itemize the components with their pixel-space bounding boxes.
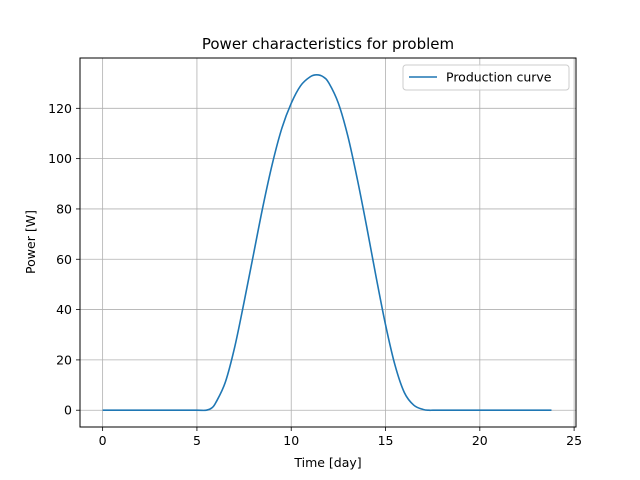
y-tick-label: 120 bbox=[48, 101, 72, 116]
y-tick-label: 40 bbox=[56, 302, 72, 317]
x-tick-label: 15 bbox=[378, 433, 394, 448]
series-layer bbox=[102, 74, 552, 412]
y-tick-label: 60 bbox=[56, 252, 72, 267]
legend-label: Production curve bbox=[446, 70, 552, 85]
y-axis-label: Power [W] bbox=[23, 210, 38, 274]
x-axis-label: Time [day] bbox=[293, 455, 361, 470]
y-tick-label: 80 bbox=[56, 201, 72, 216]
x-tick-label: 5 bbox=[193, 433, 201, 448]
y-tick-label: 20 bbox=[56, 352, 72, 367]
legend-box bbox=[402, 64, 570, 91]
y-axis-ticks: 0 20 40 60 80 100 120 bbox=[48, 101, 80, 418]
chart-title: Power characteristics for problem bbox=[202, 35, 454, 53]
y-tick-label: 100 bbox=[48, 151, 72, 166]
x-tick-label: 0 bbox=[99, 433, 107, 448]
x-axis-ticks: 0 5 10 15 20 25 bbox=[99, 427, 582, 448]
legend: Production curve bbox=[402, 64, 570, 91]
y-tick-label: 0 bbox=[64, 403, 72, 418]
grid-lines bbox=[80, 58, 576, 427]
x-tick-label: 10 bbox=[283, 433, 299, 448]
x-tick-label: 20 bbox=[472, 433, 488, 448]
series-line-production-curve bbox=[102, 74, 552, 412]
x-tick-label: 25 bbox=[566, 433, 582, 448]
plot-frame bbox=[79, 57, 577, 428]
